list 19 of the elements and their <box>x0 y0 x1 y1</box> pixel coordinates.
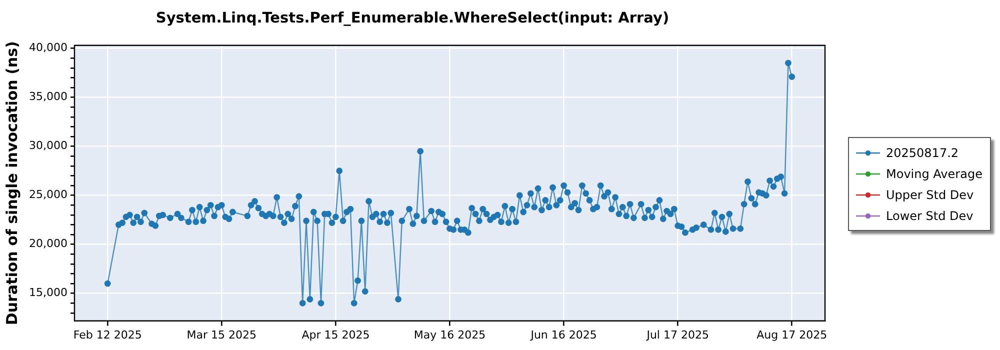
x-tick-label: Mar 15 2025 <box>186 328 257 342</box>
y-axis-title: Duration of single invocation (ns) <box>2 41 21 326</box>
x-tick-label: Jun 16 2025 <box>530 328 597 342</box>
x-tick-label: Apr 15 2025 <box>302 328 370 342</box>
legend-label: 20250817.2 <box>886 146 959 160</box>
legend-label: Upper Std Dev <box>886 188 974 202</box>
legend-label: Moving Average <box>886 166 982 180</box>
y-tick-label: 25,000 <box>28 188 68 202</box>
y-tick-label: 20,000 <box>28 237 68 250</box>
chart-title: System.Linq.Tests.Perf_Enumerable.WhereSelect(input: Array) <box>156 10 670 26</box>
x-tick-label: Feb 12 2025 <box>73 328 142 342</box>
x-tick-label: Aug 17 2025 <box>756 328 828 342</box>
y-tick-label: 30,000 <box>28 139 68 152</box>
legend-label: Lower Std Dev <box>886 208 974 222</box>
x-tick-label: Jul 17 2025 <box>646 328 709 342</box>
y-tick-label: 40,000 <box>28 41 68 54</box>
y-tick-label: 15,000 <box>28 286 68 300</box>
x-tick-label: May 16 2025 <box>414 328 486 342</box>
y-tick-label: 35,000 <box>28 90 68 104</box>
